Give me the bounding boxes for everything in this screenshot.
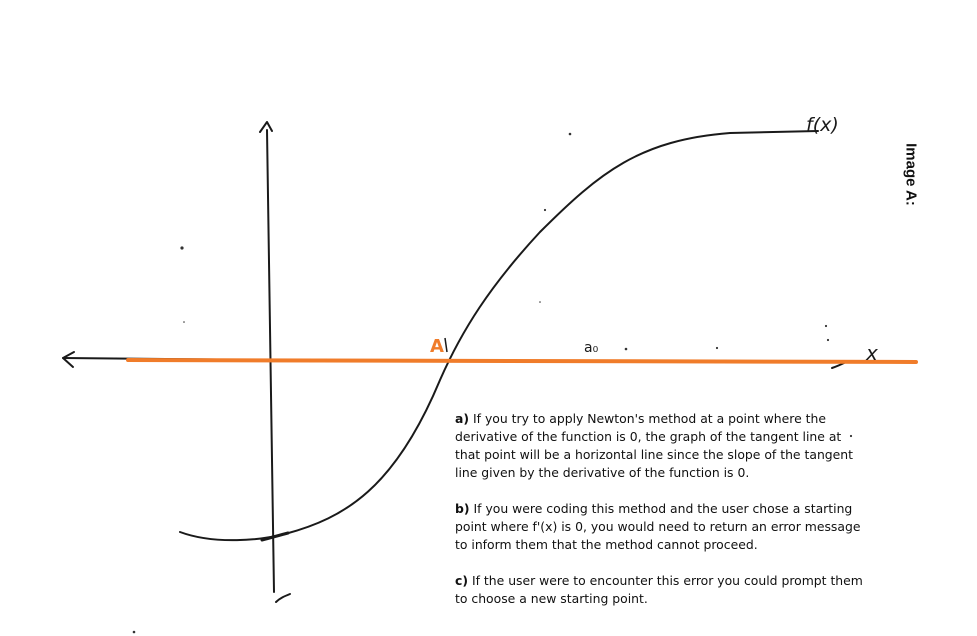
- note-c-marker: c): [455, 573, 469, 588]
- note-c: c) If the user were to encounter this er…: [455, 572, 865, 608]
- curve-overstroke: [260, 531, 290, 542]
- initial-guess-label: a₀: [584, 340, 599, 356]
- note-c-text: If the user were to encounter this error…: [455, 573, 863, 606]
- note-a: a) If you try to apply Newton's method a…: [455, 410, 865, 482]
- paper-specks: [132, 132, 853, 634]
- curve-label: f(x): [806, 114, 839, 136]
- answer-notes: a) If you try to apply Newton's method a…: [455, 410, 865, 626]
- note-b-marker: b): [455, 501, 470, 516]
- point-a-tick: [444, 337, 448, 353]
- y-axis: [266, 129, 275, 593]
- note-a-marker: a): [455, 411, 470, 426]
- note-b: b) If you were coding this method and th…: [455, 500, 865, 554]
- note-b-text: If you were coding this method and the u…: [455, 501, 861, 552]
- horizontal-tangent-line: [126, 358, 918, 364]
- point-a-label: A: [430, 336, 444, 357]
- image-label: Image A:: [902, 143, 920, 206]
- x-axis-label: x: [865, 341, 878, 365]
- y-axis-arrow-top: [259, 121, 273, 133]
- y-axis-arrow-bottom: [275, 593, 291, 603]
- x-axis-arrow-left: [62, 351, 75, 368]
- note-a-text: If you try to apply Newton's method at a…: [455, 411, 854, 480]
